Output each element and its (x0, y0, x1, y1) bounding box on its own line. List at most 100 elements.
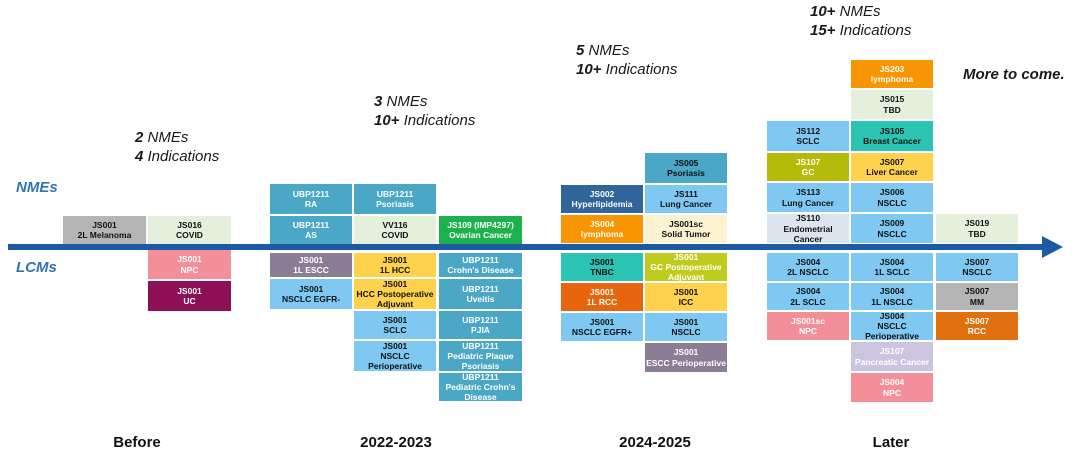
box-indication: HCC Postoperative Adjuvant (356, 289, 434, 310)
box-indication: NPC (799, 326, 817, 336)
pipeline-box-js002-hyperlipidemia: JS002 Hyperlipidemia (560, 184, 644, 214)
box-drug-code: UBP1211 (292, 188, 330, 199)
box-drug-code: JS007 (964, 286, 990, 297)
header-before-line1: 2 NMEs (135, 129, 189, 146)
pipeline-box-js113-lung-cancer: JS113 Lung Cancer (766, 182, 850, 213)
pipeline-box-js001-gc-postoperative-adjuvant: JS001 GC Postoperative Adjuvant (644, 252, 728, 282)
pipeline-box-js001-1l-rcc: JS001 1L RCC (560, 282, 644, 312)
box-indication: TBD (883, 104, 901, 115)
box-drug-code: JS112 (795, 125, 821, 136)
box-indication: Endometrial Cancer (783, 223, 833, 244)
pipeline-box-js001-nsclc-perioperative: JS001 NSCLC Perioperative (353, 340, 437, 372)
box-drug-code: JS111 (674, 188, 698, 199)
pipeline-box-js004-2l-nsclc: JS004 2L NSCLC (766, 252, 850, 282)
box-drug-code: JS004 (795, 256, 821, 267)
box-indication: ESCC Perioperative (646, 357, 726, 368)
box-drug-code: JS001 (177, 285, 202, 296)
pipeline-box-js001-uc: JS001 UC (147, 280, 232, 312)
box-indication: AS (305, 230, 317, 240)
pipeline-box-js001-hcc-postoperative-adjuvant: JS001 HCC Postoperative Adjuvant (353, 278, 437, 310)
box-indication: ICC (678, 297, 694, 307)
pipeline-box-js015-tbd: JS015 TBD (850, 89, 934, 120)
box-indication: SCLC (383, 325, 407, 335)
pipeline-box-js007-mm: JS007 MM (935, 282, 1019, 311)
box-indication: 2L NSCLC (787, 267, 829, 277)
box-drug-code: JS001 (673, 286, 699, 297)
lcms-axis-label: LCMs (16, 259, 57, 276)
box-indication: RA (304, 199, 318, 209)
box-indication: lymphoma (870, 74, 914, 84)
box-indication: NSCLC (671, 327, 701, 337)
box-indication: GC (801, 167, 815, 177)
box-drug-code: JS107 (879, 346, 905, 357)
box-drug-code: JS001 (589, 256, 615, 267)
box-indication: Breast Cancer (863, 136, 921, 146)
period-label-later: Later (872, 434, 910, 451)
box-drug-code: JS001 (382, 314, 408, 325)
box-indication: TNBC (590, 267, 614, 277)
pipeline-box-js111-lung-cancer: JS111 Lung Cancer (644, 184, 728, 214)
pipeline-box-js001-escc-perioperative: JS001 ESCC Perioperative (644, 342, 728, 373)
pipeline-box-js004-lymphoma: JS004 lymphoma (560, 214, 644, 244)
pipeline-box-js007-liver-cancer: JS007 Liver Cancer (850, 152, 934, 182)
box-drug-code: JS002 (589, 188, 615, 199)
header-2024-2025-line1: 5 NMEs (576, 42, 630, 59)
box-drug-code: JS001 (382, 340, 408, 351)
box-indication: COVID (176, 230, 203, 240)
pipeline-box-js001-sclc: JS001 SCLC (353, 310, 437, 340)
box-indication: 1L NSCLC (871, 296, 913, 307)
pipeline-box-js001-1l-escc: JS001 1L ESCC (269, 252, 353, 278)
box-indication: Lung Cancer (660, 199, 712, 209)
pipeline-box-ubp1211-as: UBP1211 AS (269, 215, 353, 245)
box-drug-code: JS001 (177, 254, 202, 265)
box-drug-code: JS007 (964, 256, 990, 267)
header-2022-2023: 3 NMEs 10+ Indications (374, 92, 475, 130)
box-indication: Uveitis (466, 294, 495, 304)
box-indication: Lung Cancer (782, 197, 834, 208)
box-indication: NSCLC (877, 228, 907, 239)
box-indication: Ovarian Cancer (449, 230, 512, 240)
header-later-line2: 15+ Indications (810, 22, 912, 39)
box-indication: lymphoma (580, 229, 624, 239)
box-drug-code: UBP1211 (462, 340, 499, 351)
pipeline-box-js001-nsclc-egfr: JS001 NSCLC EGFR- (269, 278, 353, 310)
box-indication: Psoriasis (667, 168, 705, 178)
box-indication: NSCLC (877, 197, 907, 208)
box-drug-code: JS001 (298, 254, 324, 265)
box-drug-code: JS001 (589, 316, 615, 327)
box-indication: Solid Tumor (661, 229, 711, 239)
pipeline-box-ubp1211-ra: UBP1211 RA (269, 183, 353, 215)
header-before: 2 NMEs 4 Indications (135, 128, 219, 166)
box-drug-code: UBP1211 (292, 219, 330, 230)
box-drug-code: JS105 (879, 125, 905, 136)
pipeline-box-js019-tbd: JS019 TBD (935, 213, 1019, 244)
pipeline-box-ubp1211-pjia: UBP1211 PJIA (438, 310, 523, 340)
box-drug-code: JS001sc (790, 315, 826, 326)
pipeline-box-js001-2l-melanoma: JS001 2L Melanoma (62, 215, 147, 245)
pipeline-box-ubp1211-uveitis: UBP1211 Uveitis (438, 278, 523, 310)
box-indication: Psoriasis (376, 199, 414, 209)
pipeline-box-js007-nsclc: JS007 NSCLC (935, 252, 1019, 282)
timeline-bar (8, 244, 1046, 250)
box-drug-code: JS001 (382, 254, 408, 265)
box-indication: Hyperlipidemia (571, 199, 633, 209)
box-drug-code: JS004 (879, 286, 905, 297)
pipeline-box-js105-breast-cancer: JS105 Breast Cancer (850, 120, 934, 152)
pipeline-box-js016-covid: JS016 COVID (147, 215, 232, 245)
pipeline-box-js110-endometrial-cancer: JS110 Endometrial Cancer (766, 213, 850, 244)
box-indication: 1L HCC (379, 265, 411, 275)
box-indication: PJIA (471, 325, 490, 335)
header-later-line1: 10+ NMEs (810, 3, 881, 20)
box-drug-code: JS004 (879, 311, 905, 321)
box-indication: UC (183, 296, 196, 306)
box-drug-code: JS004 (589, 218, 615, 229)
box-indication: NPC (883, 387, 901, 398)
header-2022-2023-line2: 10+ Indications (374, 112, 476, 129)
pipeline-box-ubp1211-pediatric-plaque-psoriasis: UBP1211 Pediatric Plaque Psoriasis (438, 340, 523, 372)
box-indication: NPC (180, 264, 199, 275)
box-drug-code: UBP1211 (462, 283, 499, 294)
pipeline-box-ubp1211-pediatric-crohn-s-disease: UBP1211 Pediatric Crohn's Disease (438, 372, 523, 402)
box-indication: 2L SCLC (790, 296, 826, 307)
pipeline-box-js001sc-solid-tumor: JS001sc Solid Tumor (644, 214, 728, 244)
